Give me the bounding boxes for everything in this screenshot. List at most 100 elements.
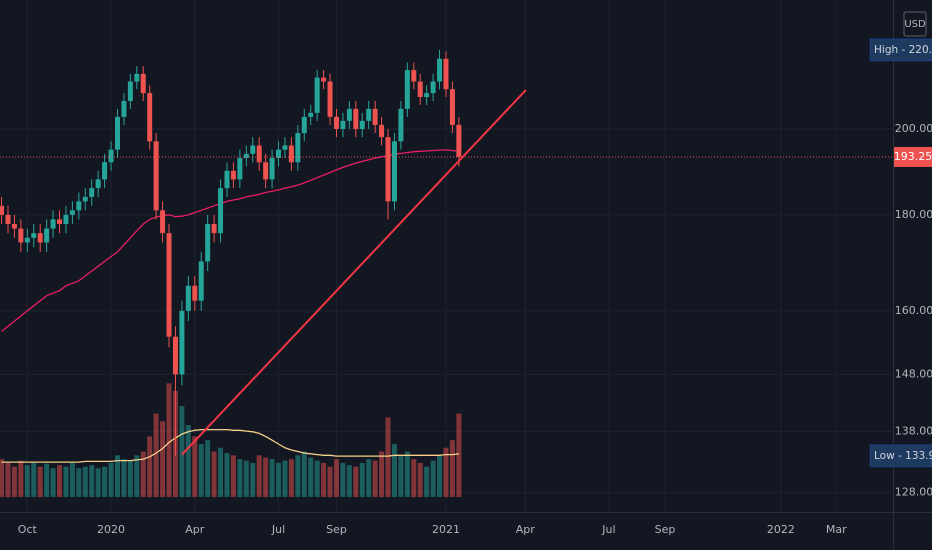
candle-body — [366, 108, 372, 121]
volume-bar — [237, 459, 243, 497]
volume-bar — [269, 459, 275, 497]
candle-body — [346, 108, 352, 121]
candle-body — [359, 120, 365, 129]
candle-body — [411, 70, 417, 82]
candle-body — [340, 120, 346, 129]
volume-bar — [230, 455, 236, 497]
candle-body — [11, 223, 17, 229]
volume-bar — [430, 460, 436, 497]
volume-bar — [166, 383, 172, 497]
candle-body — [179, 310, 185, 375]
volume-bar — [205, 440, 211, 497]
candle-body — [166, 233, 172, 337]
y-tick-label: 200.00 — [895, 122, 932, 135]
candle-body — [314, 77, 320, 113]
candle-body — [430, 81, 436, 94]
candle-body — [37, 233, 43, 243]
candle-body — [127, 81, 133, 101]
x-tick-label: 2022 — [767, 523, 795, 536]
x-tick-label: Jul — [271, 523, 285, 536]
volume-bar — [140, 451, 146, 497]
volume-bar — [198, 443, 204, 497]
candle-body — [82, 196, 88, 202]
volume-bar — [366, 459, 372, 497]
candle-body — [18, 228, 24, 243]
candle-body — [301, 116, 307, 134]
volume-bar — [134, 455, 140, 497]
y-tick-label: 180.00 — [895, 208, 932, 221]
candle-body — [76, 201, 82, 211]
volume-bar — [391, 443, 397, 497]
volume-bar — [379, 451, 385, 497]
candle-body — [372, 108, 378, 125]
candle-body — [89, 188, 95, 197]
volume-bar — [44, 463, 50, 497]
candle-body — [295, 133, 301, 163]
candle-body — [404, 70, 410, 109]
candle-body — [237, 158, 243, 180]
volume-bar — [24, 465, 30, 497]
candle-body — [250, 145, 256, 154]
volume-bar — [82, 466, 88, 497]
x-tick-label: Mar — [826, 523, 847, 536]
marker-label: High - 220.39 — [874, 44, 932, 56]
volume-bar — [18, 460, 24, 497]
volume-bar — [185, 425, 191, 497]
volume-bar — [108, 462, 114, 497]
marker-box — [869, 38, 932, 62]
candle-body — [398, 108, 404, 142]
currency: USD — [904, 19, 926, 30]
volume-bar — [346, 465, 352, 497]
volume-bar — [224, 453, 230, 497]
volume-bar — [411, 459, 417, 497]
volume-bar — [398, 455, 404, 497]
candle-body — [50, 219, 56, 229]
volume-bar — [211, 451, 217, 497]
candle-body — [321, 77, 327, 82]
candle-body — [185, 285, 191, 311]
candle-body — [269, 158, 275, 180]
volume-bar — [69, 462, 75, 497]
volume-bar — [353, 466, 359, 497]
candle-body — [308, 112, 314, 117]
volume-bar — [50, 468, 56, 497]
volume-bar — [308, 457, 314, 497]
moving-average-line — [1, 149, 459, 333]
candle-body — [205, 223, 211, 262]
volume-bar — [404, 451, 410, 497]
volume-bar — [95, 468, 101, 497]
candle-body — [424, 93, 430, 98]
volume-bar — [37, 466, 43, 497]
x-tick-label: Sep — [655, 523, 676, 536]
volume-bar — [449, 440, 455, 497]
volume-bar — [295, 455, 301, 497]
candle-body — [5, 214, 11, 224]
trendline — [181, 89, 527, 456]
candle-body — [218, 188, 224, 234]
candle-body — [44, 228, 50, 243]
last-price-box — [894, 146, 932, 167]
volume-bar — [456, 413, 462, 497]
volume-bar — [437, 455, 443, 497]
x-tick-label: 2021 — [432, 523, 460, 536]
volume-bar — [314, 460, 320, 497]
price-pane — [0, 49, 893, 456]
volume-bar — [282, 460, 288, 497]
candle-body — [160, 210, 166, 234]
volume-bar — [263, 457, 269, 497]
volume-bar — [153, 413, 159, 497]
x-tick-label: Oct — [18, 523, 38, 536]
volume-bar — [424, 466, 430, 497]
candle-body — [192, 285, 198, 301]
y-tick-label: 160.00 — [895, 304, 932, 317]
currency-box[interactable] — [903, 11, 927, 37]
volume-bar — [218, 447, 224, 497]
x-tick-label: Sep — [326, 523, 347, 536]
candle-body — [69, 210, 75, 215]
candle-body — [147, 93, 153, 142]
volume-bar — [243, 460, 249, 497]
volume-bar — [121, 459, 127, 497]
candle-body — [417, 81, 423, 98]
